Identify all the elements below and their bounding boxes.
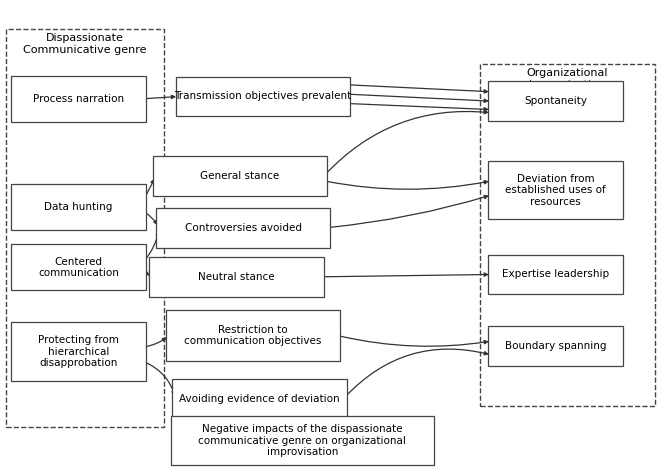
FancyArrowPatch shape [145,362,175,395]
Text: Boundary spanning: Boundary spanning [505,341,607,351]
FancyBboxPatch shape [11,245,146,291]
FancyBboxPatch shape [489,81,623,121]
FancyBboxPatch shape [489,326,623,365]
FancyBboxPatch shape [173,379,347,419]
FancyBboxPatch shape [153,156,327,196]
FancyArrowPatch shape [330,195,487,228]
FancyBboxPatch shape [489,255,623,294]
FancyArrowPatch shape [345,349,487,397]
FancyBboxPatch shape [11,322,146,381]
FancyArrowPatch shape [145,338,166,346]
FancyBboxPatch shape [11,183,146,229]
Text: Transmission objectives prevalent: Transmission objectives prevalent [174,91,351,101]
Text: Data hunting: Data hunting [44,201,113,211]
Text: Negative impacts of the dispassionate
communicative genre on organizational
impr: Negative impacts of the dispassionate co… [199,424,406,457]
FancyArrowPatch shape [325,110,487,174]
FancyArrowPatch shape [323,273,487,277]
Text: Controversies avoided: Controversies avoided [185,223,301,233]
Text: Restriction to
communication objectives: Restriction to communication objectives [185,325,321,346]
Text: Dispassionate
Communicative genre: Dispassionate Communicative genre [23,33,147,55]
FancyArrowPatch shape [349,104,487,111]
FancyArrowPatch shape [145,272,149,275]
FancyArrowPatch shape [349,94,487,102]
FancyBboxPatch shape [11,76,146,122]
Text: Neutral stance: Neutral stance [199,272,275,282]
Text: Centered
communication: Centered communication [38,256,119,278]
FancyBboxPatch shape [489,161,623,219]
Text: General stance: General stance [200,171,280,181]
Text: Protecting from
hierarchical
disapprobation: Protecting from hierarchical disapprobat… [38,335,119,368]
FancyArrowPatch shape [145,232,159,261]
FancyArrowPatch shape [145,213,157,224]
FancyArrowPatch shape [144,180,154,200]
FancyArrowPatch shape [145,95,175,99]
FancyBboxPatch shape [175,77,350,117]
FancyArrowPatch shape [349,85,487,93]
Text: Spontaneity: Spontaneity [525,96,588,106]
Text: Expertise leadership: Expertise leadership [502,270,610,280]
FancyArrowPatch shape [327,181,487,189]
FancyBboxPatch shape [166,310,340,361]
FancyBboxPatch shape [171,416,434,465]
Text: Avoiding evidence of deviation: Avoiding evidence of deviation [179,393,340,404]
Text: Organizational
improvisation: Organizational improvisation [527,68,608,90]
FancyBboxPatch shape [149,257,324,297]
FancyArrowPatch shape [340,336,487,346]
FancyBboxPatch shape [156,208,331,247]
Text: Deviation from
established uses of
resources: Deviation from established uses of resou… [505,173,606,207]
Text: Process narration: Process narration [33,94,124,104]
